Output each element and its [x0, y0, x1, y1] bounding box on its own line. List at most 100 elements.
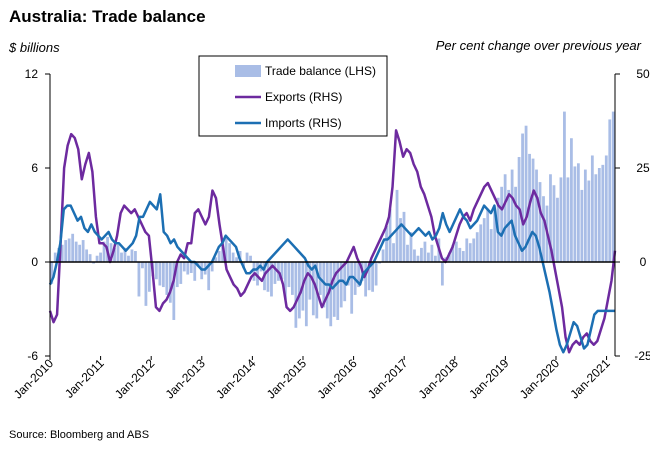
- x-tick-label: Jan-2016: [314, 356, 360, 402]
- exports-line: [48, 129, 617, 354]
- x-tick-label: Jan-2013: [163, 356, 209, 402]
- balance-bar: [472, 238, 476, 262]
- balance-bar: [311, 262, 315, 316]
- balance-bar: [179, 262, 183, 284]
- balance-bar: [542, 196, 545, 262]
- balance-bar: [507, 189, 511, 262]
- balance-bar: [231, 252, 235, 262]
- balance-bar: [399, 218, 402, 262]
- balance-bar: [374, 262, 378, 286]
- balance-bar: [371, 262, 374, 292]
- balance-bar: [604, 155, 608, 262]
- balance-bar: [559, 177, 563, 262]
- left-tick-label: 6: [31, 161, 38, 175]
- balance-bar: [503, 174, 507, 262]
- balance-bar: [113, 247, 116, 262]
- balance-bar: [266, 262, 270, 292]
- balance-bar: [381, 249, 385, 262]
- balance-bar: [137, 262, 141, 297]
- balance-bar: [378, 262, 381, 264]
- balance-bar: [433, 255, 437, 262]
- balance-bar: [308, 262, 312, 300]
- balance-bar: [538, 182, 542, 262]
- balance-bar: [552, 185, 556, 262]
- balance-bar: [549, 174, 552, 262]
- balance-bar: [207, 262, 211, 291]
- right-tick-label: -25: [634, 349, 650, 363]
- x-tick-label: Jan-2012: [112, 356, 158, 402]
- balance-bar: [357, 262, 361, 288]
- balance-bar: [597, 168, 601, 262]
- balance-bar: [130, 249, 134, 262]
- balance-bar: [451, 244, 455, 262]
- balance-bar: [224, 235, 228, 262]
- balance-bar: [322, 262, 326, 308]
- balance-bar: [74, 241, 78, 262]
- balance-bar: [454, 241, 458, 262]
- balance-bar: [172, 262, 176, 320]
- legend-label: Trade balance (LHS): [265, 64, 376, 78]
- balance-bar: [92, 262, 95, 264]
- balance-bar: [465, 238, 469, 262]
- balance-bar: [440, 262, 444, 286]
- balance-bar: [189, 262, 193, 273]
- balance-bar: [458, 247, 462, 262]
- balance-bar: [252, 262, 256, 281]
- x-tick-label: Jan-2014: [213, 356, 259, 402]
- balance-bar: [123, 247, 127, 262]
- balance-bar: [409, 232, 413, 262]
- balance-bar: [325, 262, 329, 319]
- balance-bar: [134, 251, 137, 262]
- balance-bar: [402, 211, 406, 262]
- balance-bar: [141, 262, 144, 269]
- balance-bar: [71, 233, 75, 262]
- balance-bar: [500, 186, 504, 262]
- left-tick-label: 12: [25, 67, 39, 81]
- balance-bar: [64, 240, 68, 262]
- balance-bar: [67, 238, 71, 262]
- balance-bar: [158, 262, 162, 286]
- balance-bar: [144, 262, 148, 306]
- balance-bar: [291, 262, 294, 295]
- balance-bar: [406, 244, 409, 262]
- balance-bar: [489, 229, 493, 262]
- balance-bar: [423, 241, 427, 262]
- balance-bar: [364, 262, 368, 297]
- right-tick-label: 25: [636, 161, 650, 175]
- balance-bar: [109, 243, 113, 262]
- balance-bar: [524, 125, 528, 262]
- balance-bar: [576, 163, 580, 262]
- balance-bar: [482, 218, 486, 262]
- balance-bar: [168, 262, 172, 303]
- balance-bar: [346, 262, 350, 286]
- legend-swatch-balance: [235, 65, 261, 77]
- balance-bar: [573, 166, 577, 262]
- x-tick-label: Jan-2018: [416, 356, 462, 402]
- balance-bar: [256, 262, 259, 286]
- balance-bar: [486, 208, 490, 262]
- balance-bar: [228, 243, 232, 262]
- balance-bar: [332, 262, 336, 317]
- balance-bar: [416, 255, 420, 262]
- balance-bar: [78, 244, 82, 262]
- balance-bar: [60, 244, 64, 262]
- balance-bar: [235, 257, 238, 262]
- balance-bar: [99, 252, 102, 262]
- balance-bar: [287, 262, 291, 288]
- balance-bar: [427, 252, 430, 262]
- balance-bar: [120, 252, 123, 262]
- balance-bar: [304, 262, 308, 327]
- balance-bar: [165, 262, 169, 295]
- balance-bar: [186, 262, 190, 275]
- balance-bar: [475, 232, 479, 262]
- balance-bar: [461, 251, 465, 262]
- x-tick-label: Jan-2017: [365, 356, 411, 402]
- balance-bar: [81, 240, 85, 262]
- balance-bar: [336, 262, 340, 320]
- chart-title: Australia: Trade balance: [9, 7, 206, 26]
- balance-bar: [601, 164, 605, 262]
- balance-bar: [245, 252, 249, 262]
- balance-bar: [217, 251, 221, 262]
- balance-bar: [148, 262, 151, 292]
